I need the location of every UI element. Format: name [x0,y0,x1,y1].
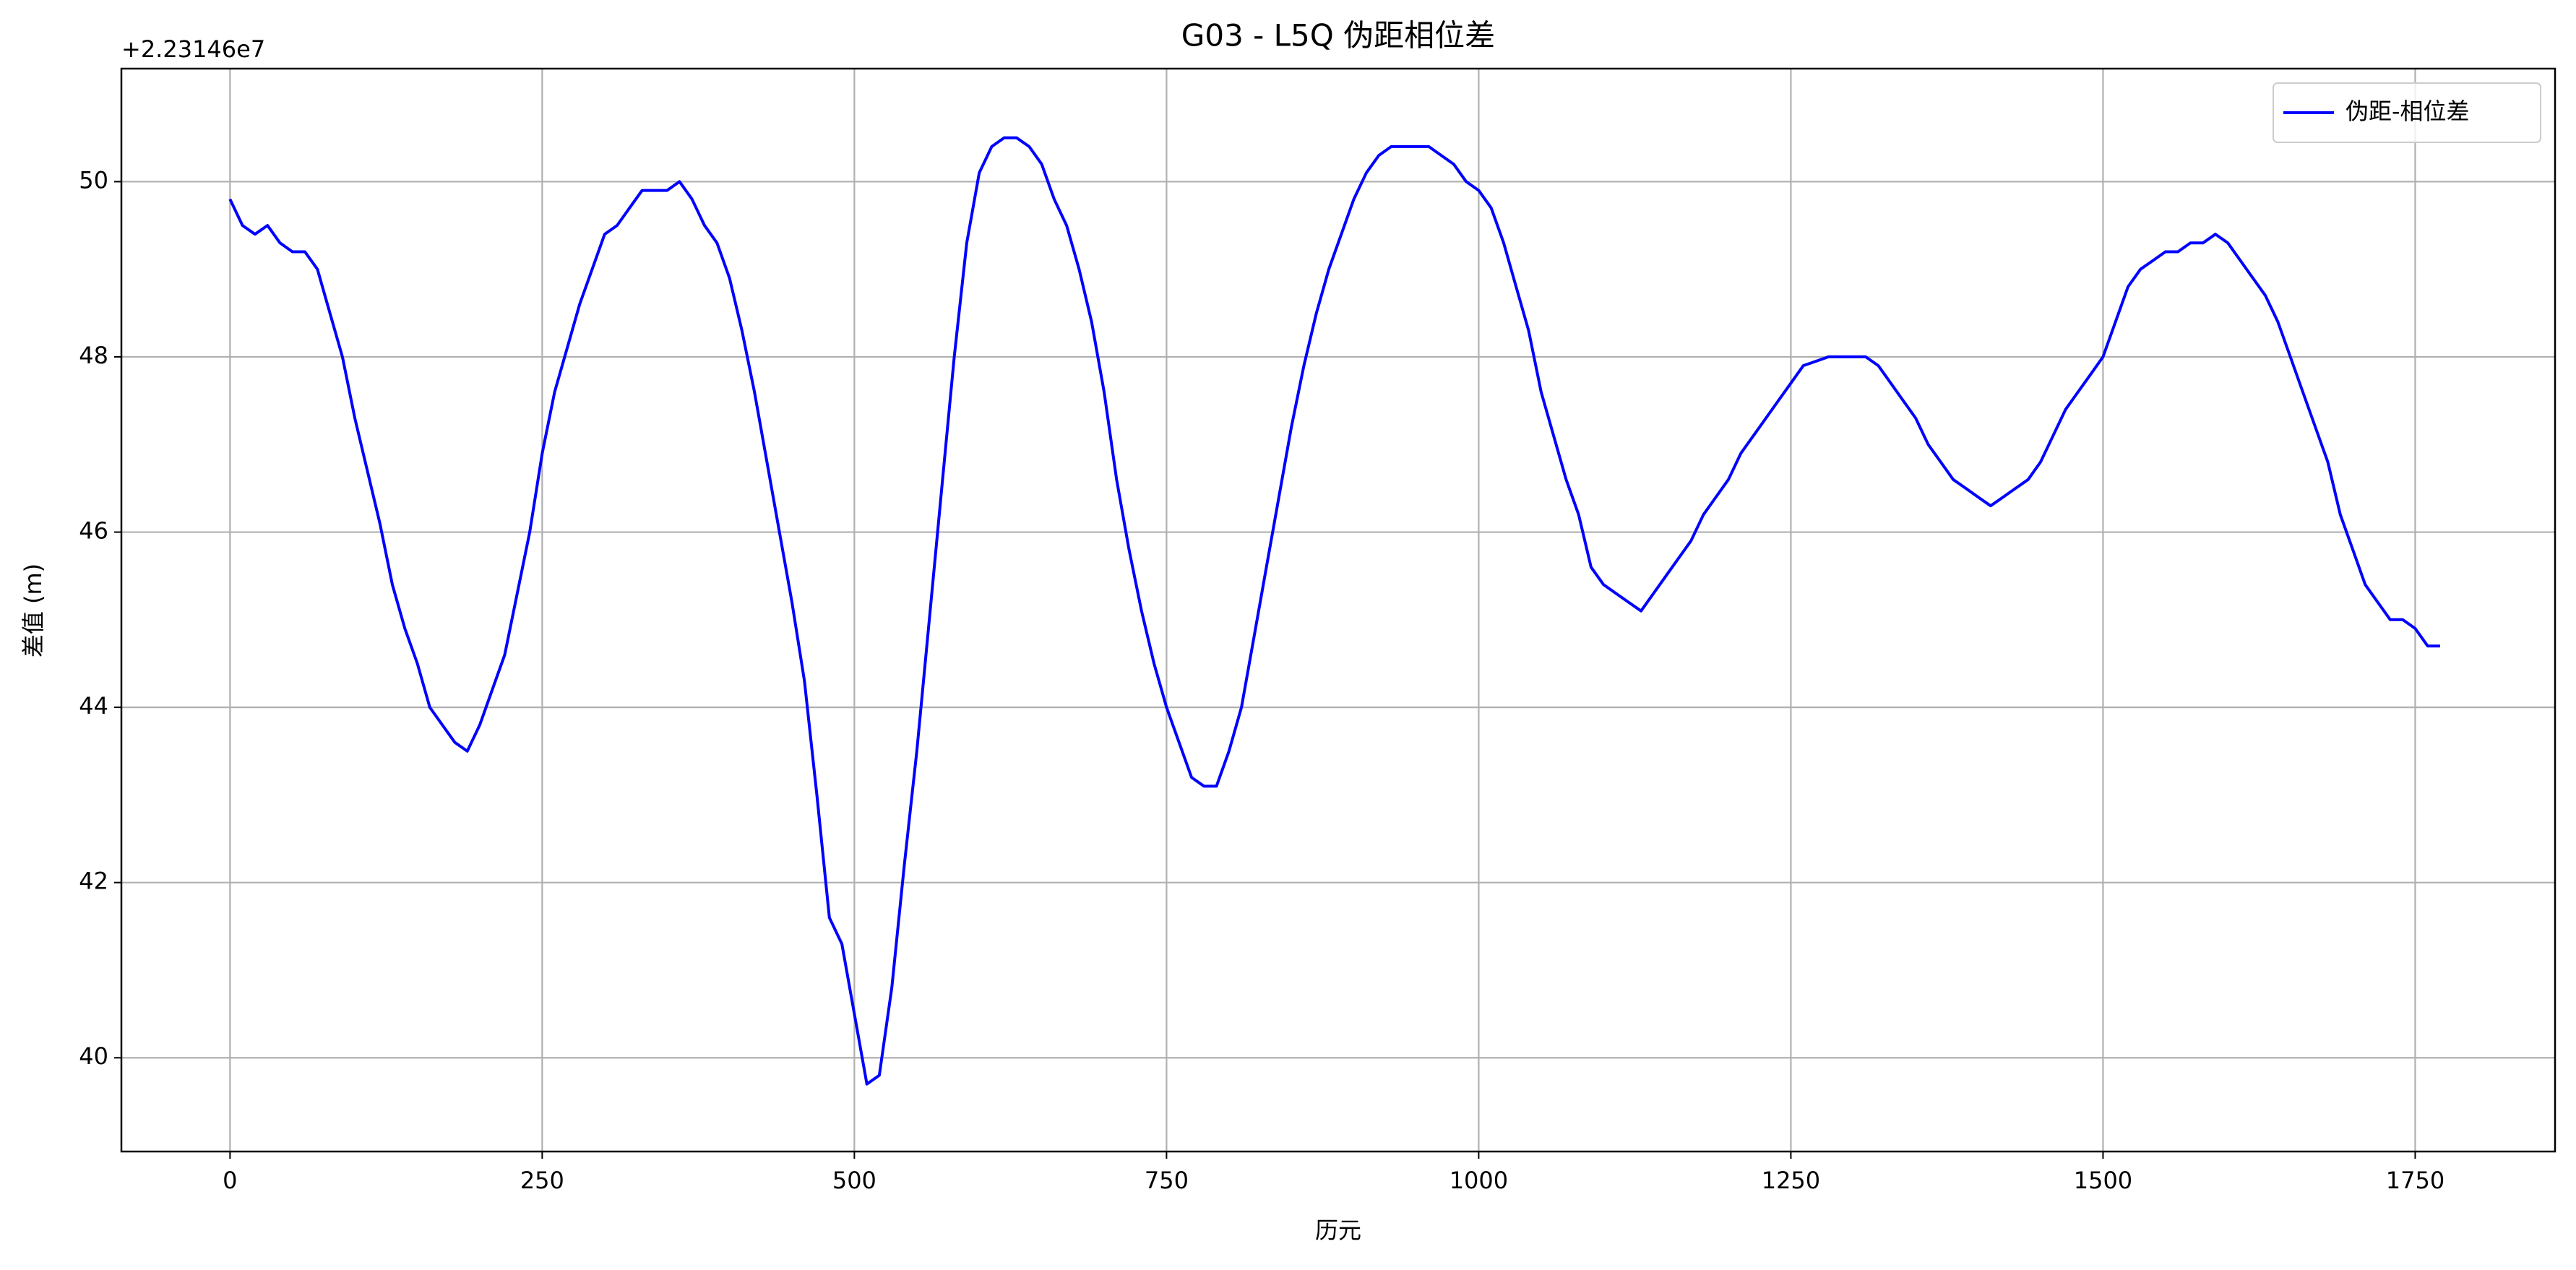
legend-label: 伪距-相位差 [2345,98,2470,125]
y-tick-label: 48 [79,342,108,369]
x-tick-label: 1250 [1762,1167,1820,1194]
x-axis-label: 历元 [1315,1217,1361,1244]
x-tick-label: 750 [1145,1167,1189,1194]
y-tick-label: 44 [79,692,108,720]
chart-title: G03 - L5Q 伪距相位差 [1181,18,1495,53]
legend-box [2273,82,2541,143]
offset-label: +2.23146e7 [121,35,265,63]
x-tick-label: 1000 [1449,1167,1508,1194]
x-tick-label: 0 [223,1167,237,1194]
y-axis-label: 差值 (m) [20,563,47,657]
y-tick-label: 46 [79,517,108,545]
y-tick-label: 42 [79,868,108,895]
x-tick-label: 1500 [2074,1167,2132,1194]
data-line [228,136,2440,1086]
x-tick-label: 1750 [2386,1167,2444,1194]
x-tick-label: 500 [832,1167,876,1194]
x-tick-label: 250 [520,1167,564,1194]
y-tick-label: 50 [79,166,108,194]
axes-frame [120,67,2556,1153]
y-tick-label: 40 [79,1042,108,1070]
